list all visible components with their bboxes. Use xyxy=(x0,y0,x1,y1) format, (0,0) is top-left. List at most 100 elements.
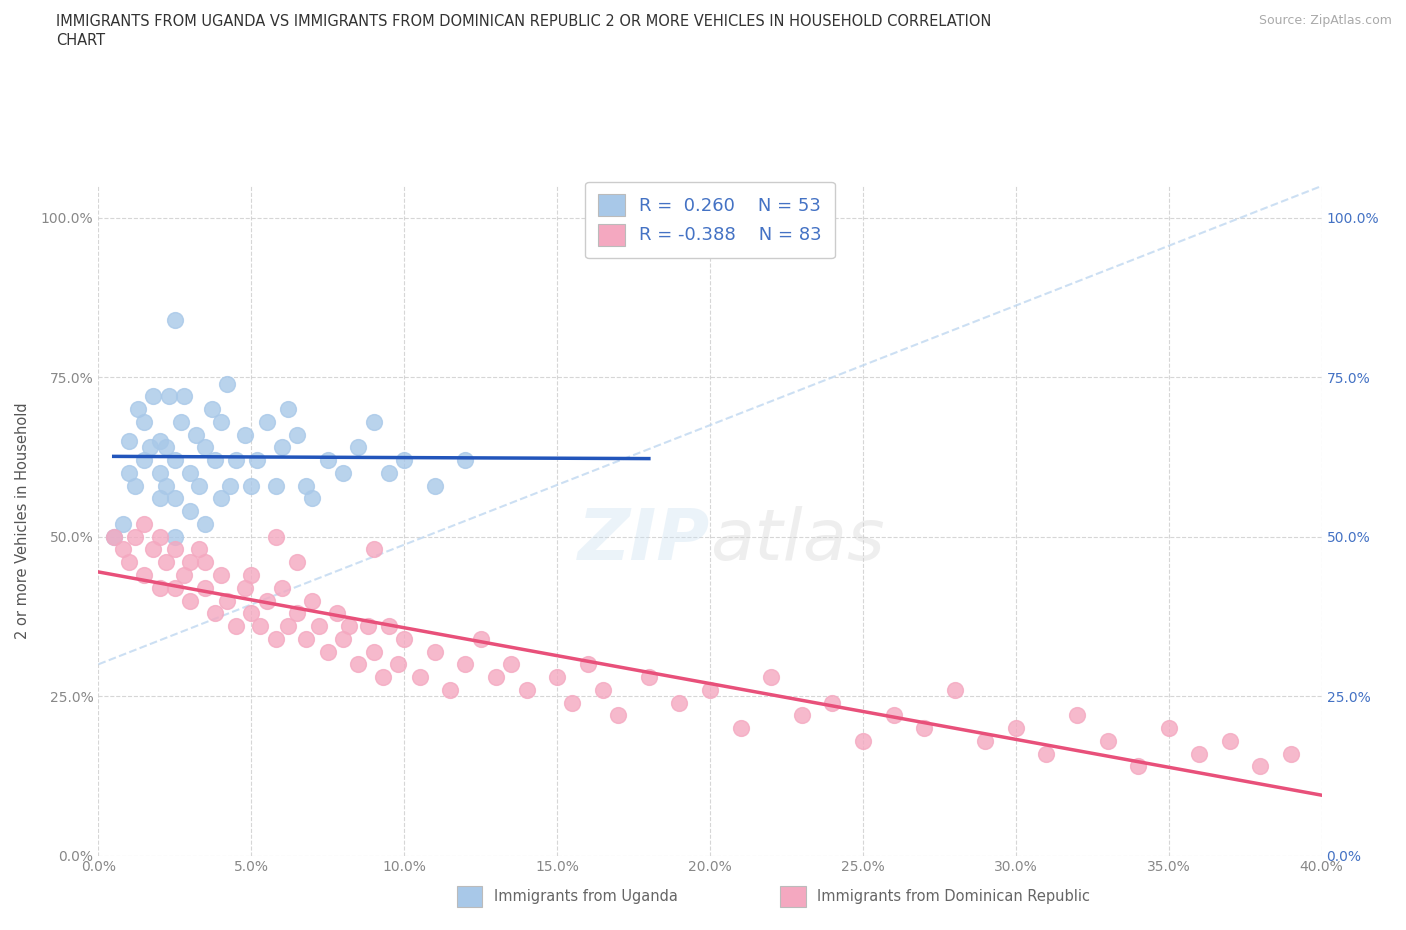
Point xyxy=(423,478,446,493)
Point xyxy=(240,567,263,582)
Point xyxy=(111,516,134,531)
Point xyxy=(249,618,271,633)
Point xyxy=(516,683,538,698)
Point xyxy=(194,516,217,531)
Point xyxy=(142,389,165,404)
Point xyxy=(1157,721,1180,736)
Point xyxy=(111,542,134,557)
Point xyxy=(209,415,232,430)
Point xyxy=(285,605,308,620)
Point xyxy=(387,657,409,671)
Point xyxy=(699,683,721,698)
Point xyxy=(134,453,156,468)
Point xyxy=(194,440,217,455)
Point xyxy=(378,618,401,633)
Text: Source: ZipAtlas.com: Source: ZipAtlas.com xyxy=(1258,14,1392,27)
Point xyxy=(270,580,292,595)
Point xyxy=(103,529,125,544)
Point xyxy=(337,618,360,633)
Point xyxy=(204,605,226,620)
Point xyxy=(1279,746,1302,761)
Point xyxy=(240,605,263,620)
Point xyxy=(124,529,146,544)
Point xyxy=(118,433,141,448)
Point xyxy=(326,605,349,620)
Point xyxy=(277,402,299,417)
Point xyxy=(149,433,172,448)
Point xyxy=(233,580,256,595)
Point xyxy=(561,695,583,710)
Point xyxy=(215,377,238,392)
Point xyxy=(170,415,193,430)
Point xyxy=(1188,746,1211,761)
Point xyxy=(163,491,186,506)
Point xyxy=(270,440,292,455)
Point xyxy=(163,542,186,557)
Point xyxy=(637,670,661,684)
Point xyxy=(1128,759,1150,774)
Point xyxy=(149,466,172,481)
Point xyxy=(209,567,232,582)
Point xyxy=(759,670,782,684)
Point xyxy=(668,695,690,710)
Point xyxy=(576,657,599,671)
Point xyxy=(179,466,201,481)
Point xyxy=(149,491,172,506)
Point xyxy=(179,555,201,570)
Point xyxy=(730,721,752,736)
Point xyxy=(188,478,211,493)
Point xyxy=(277,618,299,633)
Point xyxy=(204,453,226,468)
Point xyxy=(301,491,323,506)
Point xyxy=(423,644,446,659)
Point xyxy=(316,453,339,468)
Point xyxy=(363,415,385,430)
Point xyxy=(246,453,269,468)
Point xyxy=(139,440,162,455)
Point xyxy=(173,389,195,404)
Point xyxy=(127,402,149,417)
Point xyxy=(124,478,146,493)
Point xyxy=(371,670,394,684)
Point xyxy=(332,466,354,481)
Point xyxy=(301,593,323,608)
Y-axis label: 2 or more Vehicles in Household: 2 or more Vehicles in Household xyxy=(15,403,30,639)
Text: Immigrants from Dominican Republic: Immigrants from Dominican Republic xyxy=(817,889,1090,904)
Point xyxy=(408,670,430,684)
Point xyxy=(264,529,287,544)
Point xyxy=(501,657,523,671)
Point xyxy=(256,593,278,608)
Point xyxy=(485,670,508,684)
Point xyxy=(392,631,416,646)
Point xyxy=(295,631,318,646)
Point xyxy=(470,631,492,646)
Point xyxy=(118,466,141,481)
Point xyxy=(546,670,568,684)
Text: Immigrants from Uganda: Immigrants from Uganda xyxy=(494,889,678,904)
Point xyxy=(356,618,378,633)
Legend: R =  0.260    N = 53, R = -0.388    N = 83: R = 0.260 N = 53, R = -0.388 N = 83 xyxy=(585,181,835,259)
Point xyxy=(163,580,186,595)
Point xyxy=(454,657,477,671)
Point xyxy=(439,683,461,698)
Point xyxy=(233,427,256,442)
Point xyxy=(240,478,263,493)
Point xyxy=(163,312,186,327)
Point xyxy=(225,618,247,633)
Point xyxy=(790,708,813,723)
Point xyxy=(285,555,308,570)
Point xyxy=(134,567,156,582)
Point xyxy=(821,695,844,710)
Point xyxy=(943,683,966,698)
Point xyxy=(157,389,180,404)
Point xyxy=(200,402,222,417)
Point xyxy=(134,415,156,430)
Point xyxy=(592,683,614,698)
Point xyxy=(134,516,156,531)
Point xyxy=(209,491,232,506)
Point xyxy=(264,631,287,646)
Point xyxy=(155,478,177,493)
Point xyxy=(347,657,370,671)
Point xyxy=(295,478,318,493)
Point xyxy=(118,555,141,570)
